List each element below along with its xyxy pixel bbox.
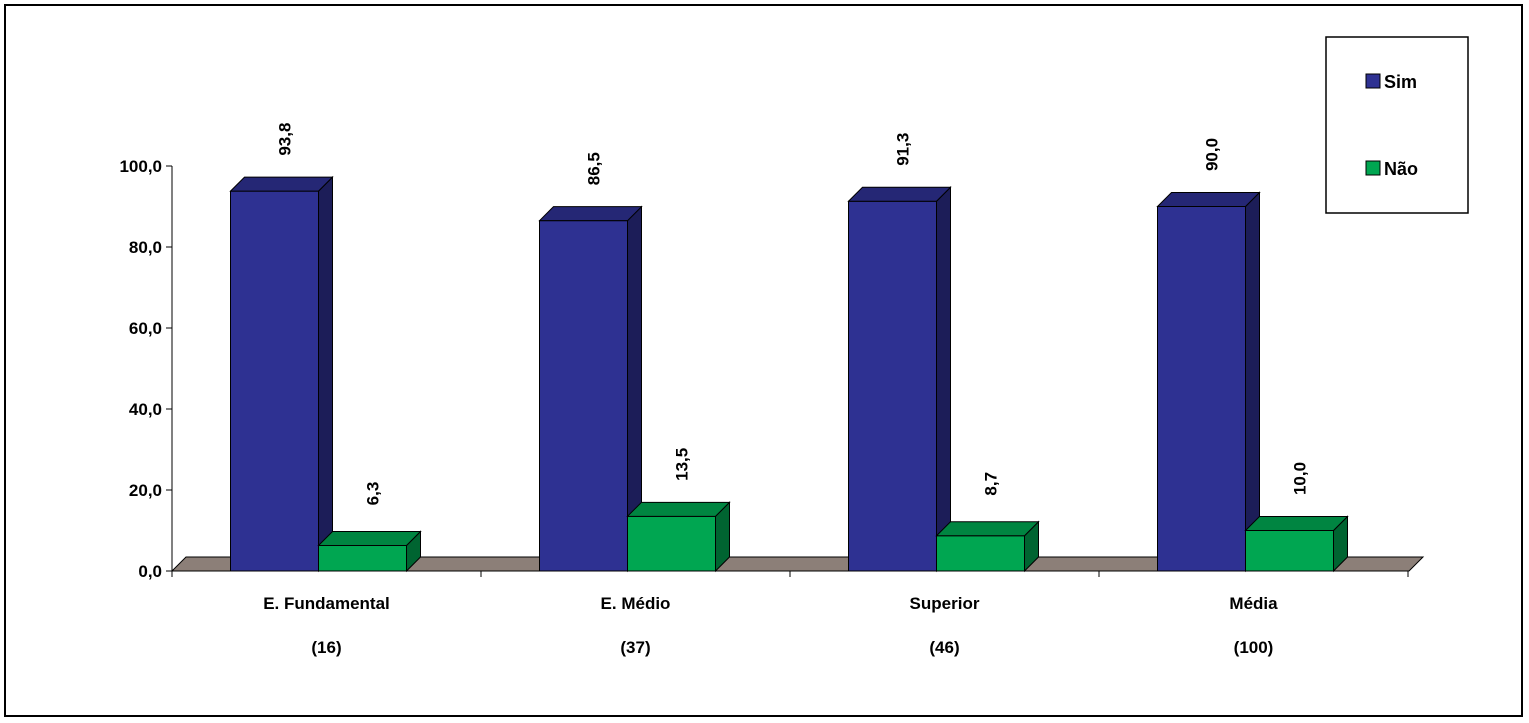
chart-frame (4, 4, 1523, 717)
bar-top-não (317, 530, 422, 546)
data-label: 8,7 (982, 472, 1001, 496)
legend-box (1325, 36, 1469, 214)
bar-top-não (626, 501, 731, 517)
bar-top-sim (847, 186, 952, 202)
category-label: Média (1229, 594, 1278, 613)
data-label: 86,5 (585, 152, 604, 185)
bar-top-sim (1156, 192, 1261, 207)
legend-swatch-sim (1365, 73, 1381, 89)
bar-não (627, 515, 716, 572)
bar-top-não (1244, 516, 1349, 531)
category-count: (46) (929, 638, 959, 657)
labels: 93,8 6,3 E. Fundamental (16) 86,5 13,5 E. Médi… (263, 123, 1309, 657)
legend-label-nao: Não (1384, 159, 1418, 179)
y-tick-label: 60,0 (129, 319, 162, 338)
bar-top-sim (229, 176, 334, 192)
y-tick-label: 40,0 (129, 400, 162, 419)
bar-side-sim (318, 175, 333, 573)
category-label: E. Fundamental (263, 594, 390, 613)
bar-side-sim (1245, 191, 1260, 573)
category-count: (100) (1234, 638, 1274, 657)
bar-sim (539, 220, 628, 572)
bar-top-sim (538, 206, 643, 222)
data-label: 10,0 (1291, 462, 1310, 495)
y-tick-label: 100,0 (119, 157, 162, 176)
bar-não (1245, 530, 1334, 572)
legend-label-sim: Sim (1384, 72, 1417, 92)
bar-top-não (935, 521, 1040, 537)
y-tick-label: 20,0 (129, 481, 162, 500)
bar-sim (848, 200, 937, 572)
category-count: (16) (311, 638, 341, 657)
data-label: 6,3 (364, 482, 383, 506)
y-tick-label: 80,0 (129, 238, 162, 257)
data-label: 91,3 (894, 133, 913, 166)
data-label: 13,5 (673, 448, 692, 481)
data-label: 93,8 (276, 123, 295, 156)
bars (229, 175, 1349, 573)
legend: Sim Não (1325, 36, 1469, 214)
bar-sim (230, 190, 319, 572)
category-count: (37) (620, 638, 650, 657)
legend-swatch-nao (1365, 160, 1381, 176)
bar-não (936, 535, 1025, 572)
data-label: 90,0 (1203, 138, 1222, 171)
category-label: E. Médio (601, 594, 671, 613)
y-tick-label: 0,0 (138, 562, 162, 581)
category-label: Superior (910, 594, 980, 613)
bar-não (318, 544, 407, 572)
bar-sim (1157, 206, 1246, 572)
bar-side-sim (936, 186, 951, 573)
